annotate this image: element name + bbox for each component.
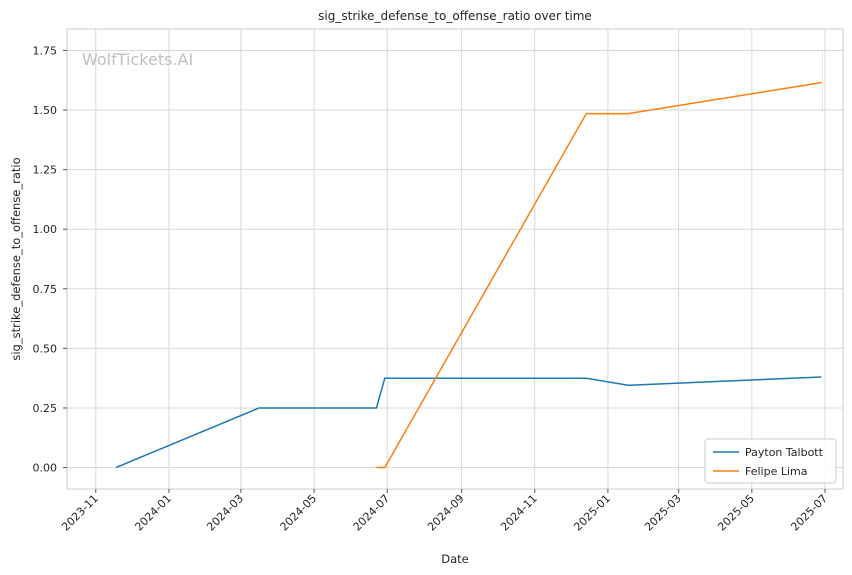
chart-title: sig_strike_defense_to_offense_ratio over… [318,9,592,23]
y-tick-label: 0.75 [33,283,58,296]
series-line-payton-talbott [115,376,822,469]
series-lines [115,50,823,469]
plot-area [67,29,843,489]
legend-label: Payton Talbott [745,446,824,459]
y-tick-label: 1.50 [33,104,58,117]
y-tick-label: 1.00 [33,223,58,236]
y-tick-label: 0.25 [33,402,58,415]
plot-frame [66,28,844,490]
y-axis-ticks: 0.00 0.25 0.50 0.75 1.00 1.25 1.50 1.75 [33,44,67,475]
legend: Payton Talbott Felipe Lima [704,438,837,484]
legend-label: Felipe Lima [745,465,808,478]
y-tick-label: 0.00 [33,462,58,475]
watermark-text: WolfTickets.AI [82,50,193,69]
y-tick-label: 0.50 [33,342,58,355]
grid-lines [67,29,843,489]
series-line-felipe-lima [376,81,822,469]
legend-box [704,438,837,484]
x-axis-label: Date [441,552,469,566]
y-tick-label: 1.25 [33,164,58,177]
y-axis-label: sig_strike_defense_to_offense_ratio [9,157,23,360]
y-tick-label: 1.75 [33,44,58,57]
